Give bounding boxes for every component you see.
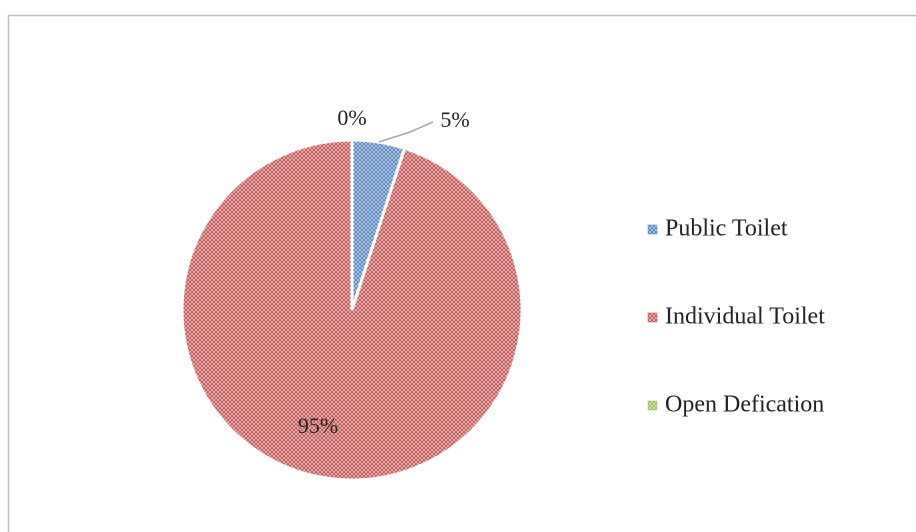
data-label: 95% bbox=[298, 413, 338, 438]
pie-slice bbox=[180, 138, 524, 482]
data-label: 5% bbox=[440, 107, 469, 132]
legend-swatch bbox=[647, 312, 658, 323]
legend-swatch bbox=[647, 224, 658, 235]
legend-label: Individual Toilet bbox=[665, 304, 825, 330]
legend-label: Open Defication bbox=[665, 392, 824, 418]
legend-label: Public Toilet bbox=[665, 216, 788, 242]
data-label: 0% bbox=[337, 105, 366, 130]
legend-swatch bbox=[647, 400, 658, 411]
leader-line bbox=[378, 121, 434, 143]
